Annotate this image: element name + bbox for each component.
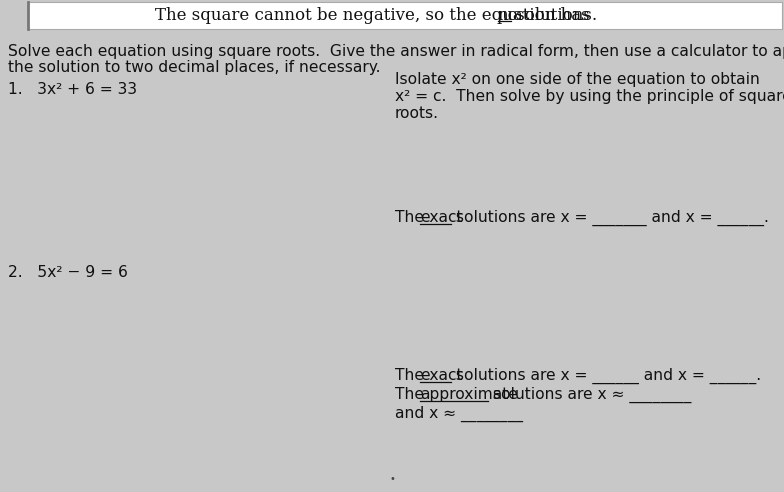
Text: 2.   5x² − 9 = 6: 2. 5x² − 9 = 6 (8, 265, 128, 280)
Text: solutions.: solutions. (511, 7, 597, 25)
Text: Isolate x² on one side of the equation to obtain: Isolate x² on one side of the equation t… (395, 72, 760, 87)
Text: the solution to two decimal places, if necessary.: the solution to two decimal places, if n… (8, 60, 380, 75)
Text: and x ≈ ________: and x ≈ ________ (395, 406, 523, 422)
Text: •: • (389, 474, 395, 484)
Text: The: The (395, 368, 429, 383)
Text: approximate: approximate (419, 387, 517, 402)
Text: exact: exact (419, 210, 463, 225)
Text: 1.   3x² + 6 = 33: 1. 3x² + 6 = 33 (8, 82, 137, 97)
Text: The: The (395, 387, 429, 402)
Text: roots.: roots. (395, 106, 439, 121)
Text: solutions are x = ______ and x = ______.: solutions are x = ______ and x = ______. (451, 368, 761, 384)
Text: solutions are x ≈ ________: solutions are x ≈ ________ (488, 387, 691, 403)
Text: no: no (498, 7, 518, 25)
Bar (28, 2, 782, 29)
Text: The square cannot be negative, so the equation has: The square cannot be negative, so the eq… (155, 7, 595, 25)
Text: solutions are x = _______ and x = ______.: solutions are x = _______ and x = ______… (451, 210, 768, 226)
Text: x² = c.  Then solve by using the principle of square: x² = c. Then solve by using the principl… (395, 89, 784, 104)
Text: exact: exact (419, 368, 463, 383)
Text: The: The (395, 210, 429, 225)
Text: Solve each equation using square roots.  Give the answer in radical form, then u: Solve each equation using square roots. … (8, 44, 784, 59)
